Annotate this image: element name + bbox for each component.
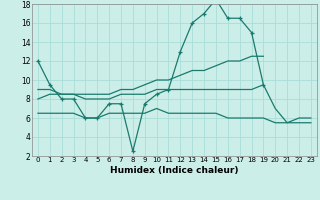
X-axis label: Humidex (Indice chaleur): Humidex (Indice chaleur) <box>110 166 239 175</box>
